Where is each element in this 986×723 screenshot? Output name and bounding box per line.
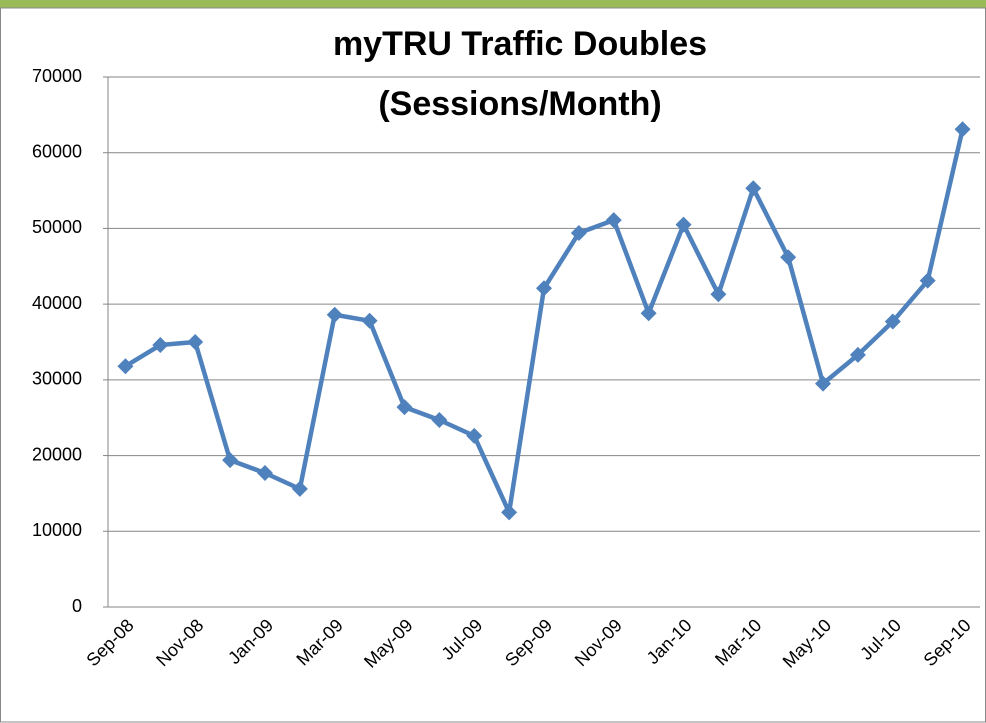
marker — [396, 399, 413, 416]
marker — [501, 504, 518, 521]
y-tick-label: 0 — [72, 596, 82, 616]
marker — [222, 452, 239, 469]
top-band — [0, 0, 986, 8]
marker — [326, 306, 343, 323]
y-tick-label: 30000 — [32, 369, 82, 389]
marker — [361, 312, 378, 329]
y-tick-label: 60000 — [32, 141, 82, 161]
marker — [640, 305, 657, 322]
y-tick-label: 70000 — [32, 66, 82, 86]
marker — [780, 249, 797, 266]
marker — [570, 224, 587, 241]
marker — [675, 216, 692, 233]
y-tick-label: 40000 — [32, 293, 82, 313]
marker — [745, 180, 762, 197]
marker — [187, 334, 204, 350]
marker — [466, 427, 483, 444]
marker — [291, 480, 308, 497]
chart-title: (Sessions/Month) — [378, 85, 661, 123]
marker — [117, 358, 134, 375]
marker — [954, 121, 971, 138]
marker — [710, 286, 727, 303]
marker — [884, 313, 901, 330]
marker — [431, 411, 448, 428]
marker — [536, 280, 552, 297]
marker — [919, 272, 936, 289]
marker — [849, 346, 866, 363]
marker — [152, 337, 169, 354]
marker — [815, 375, 832, 392]
y-tick-label: 50000 — [32, 217, 82, 237]
marker — [605, 212, 622, 229]
chart-title: myTRU Traffic Doubles — [333, 25, 707, 63]
y-tick-label: 20000 — [32, 444, 82, 464]
y-tick-label: 10000 — [32, 520, 82, 540]
marker — [256, 464, 273, 481]
